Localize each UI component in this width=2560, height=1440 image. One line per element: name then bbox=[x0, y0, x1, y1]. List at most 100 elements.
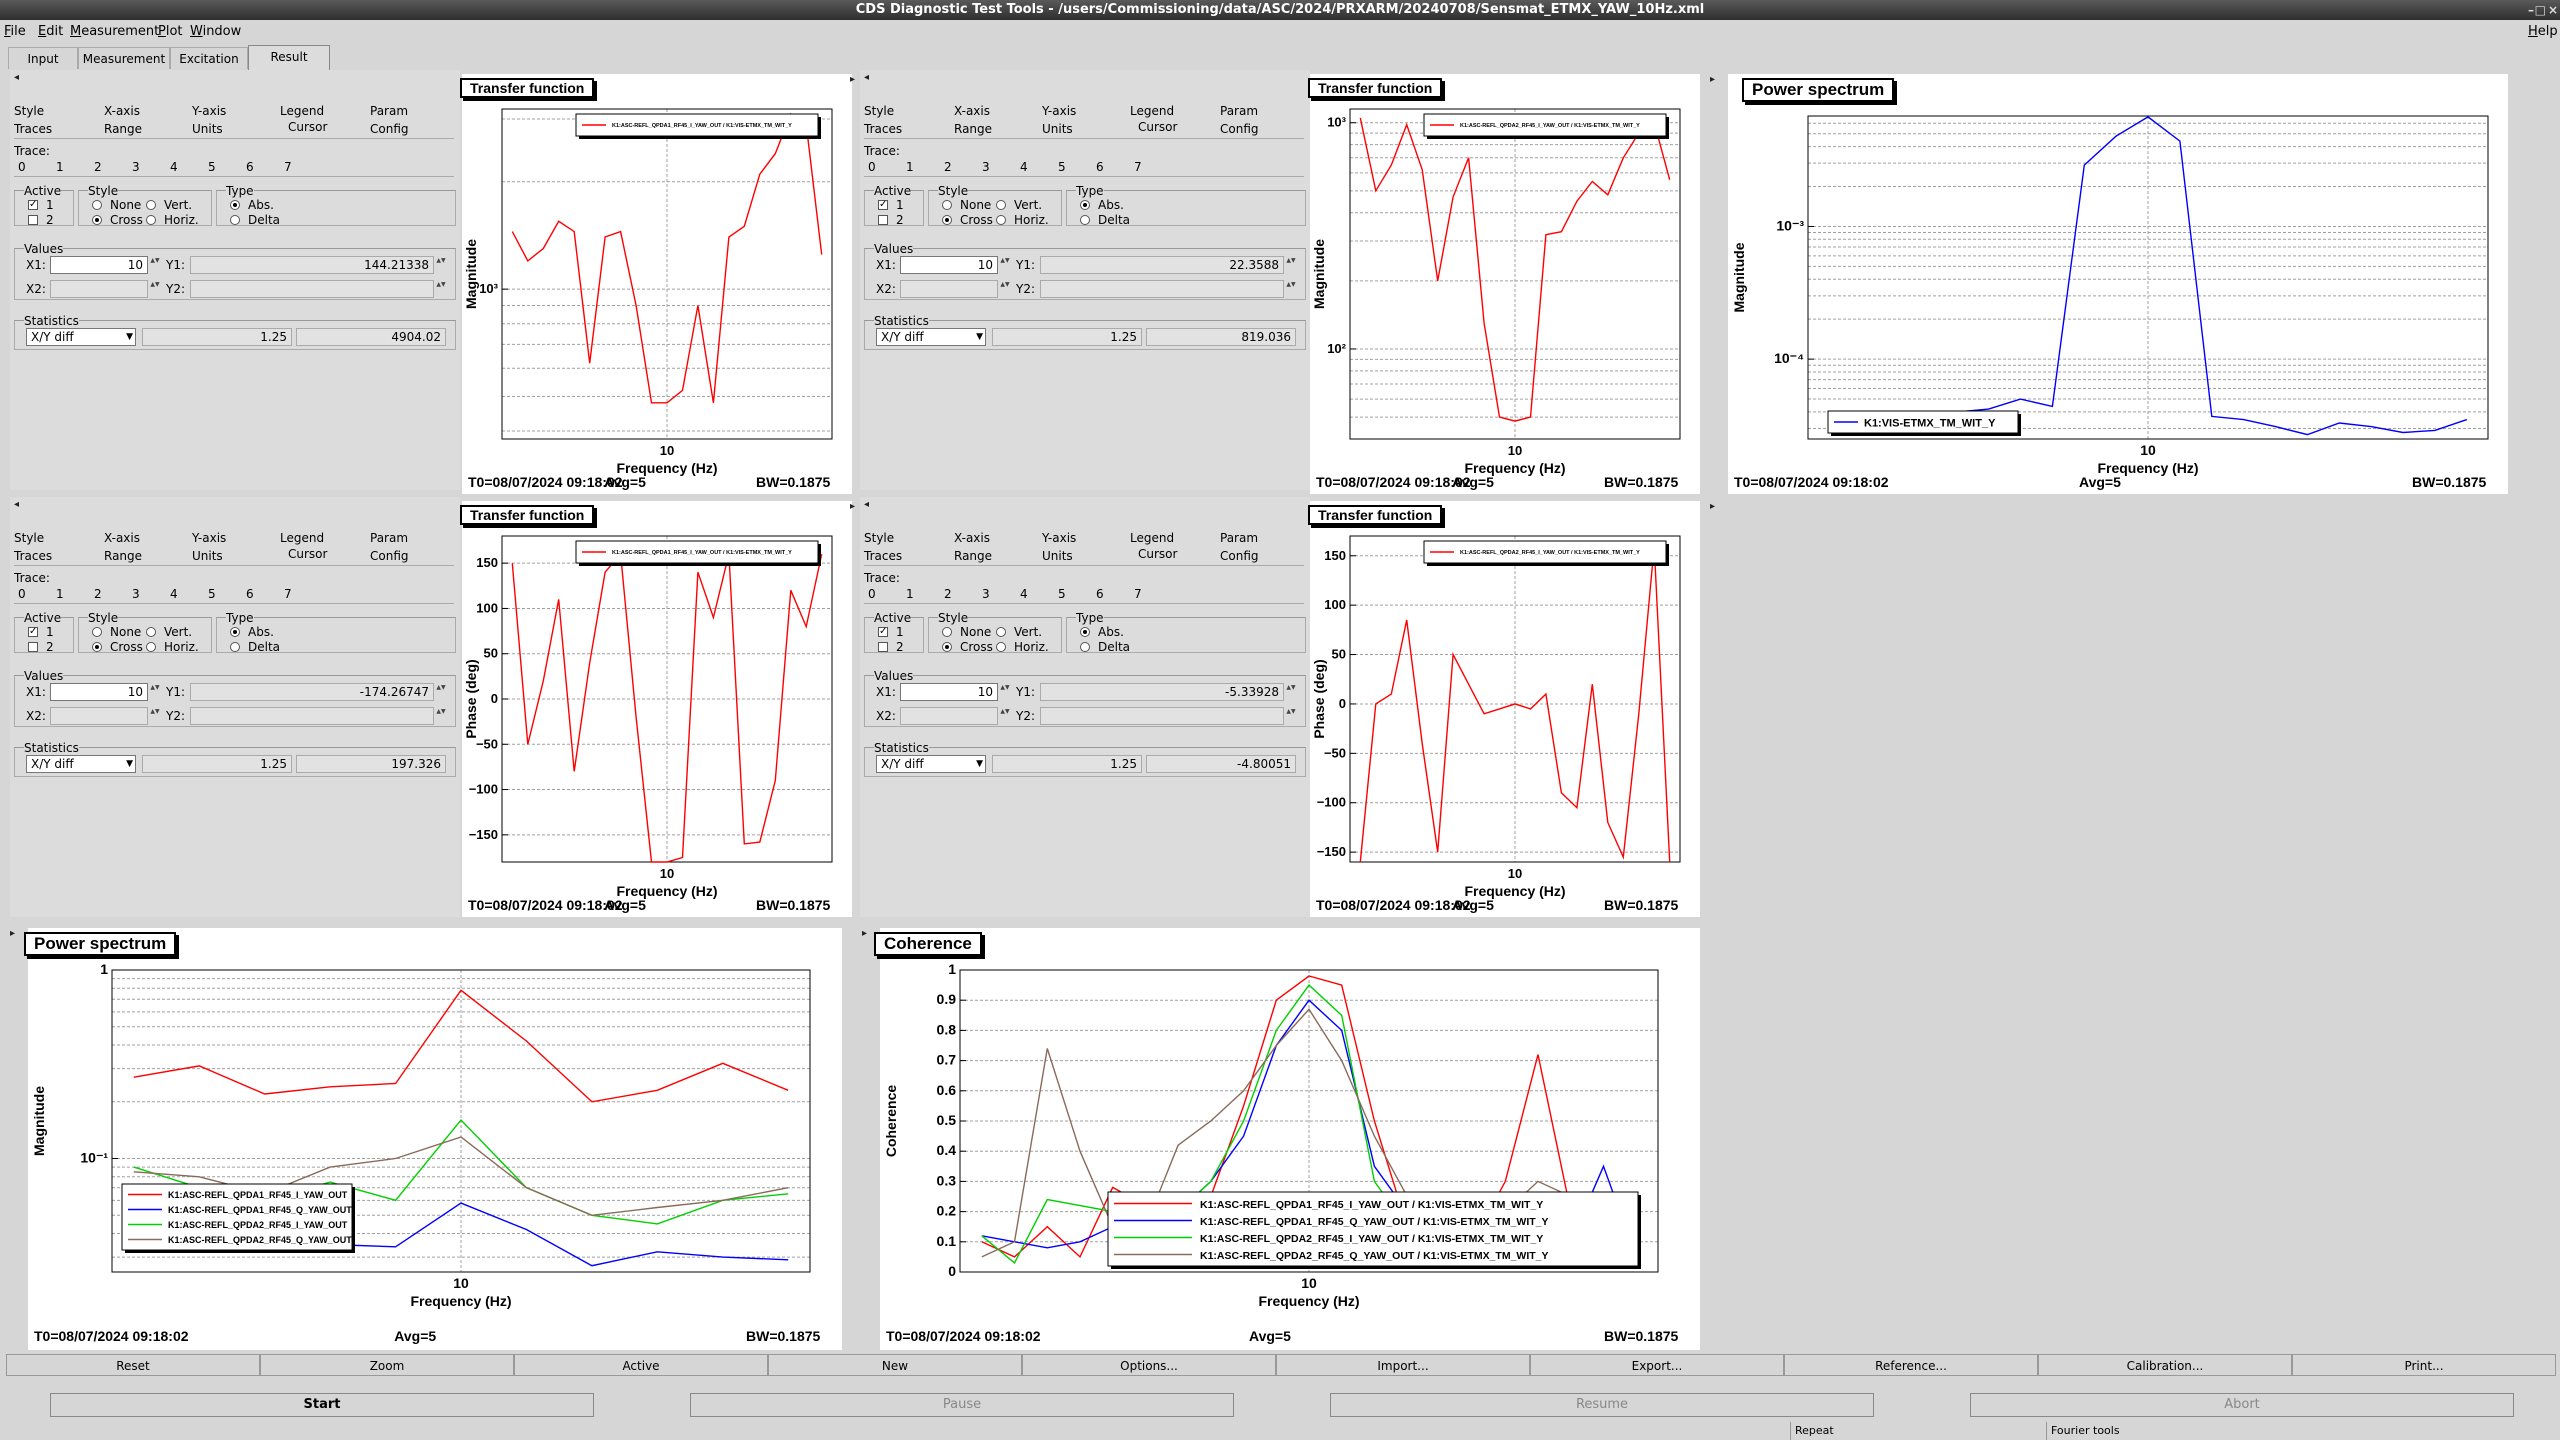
panel-collapse-arrow-icon[interactable]: ◂ bbox=[14, 499, 20, 510]
panel-tab-legend[interactable]: Legend bbox=[280, 104, 325, 118]
new-button[interactable]: New bbox=[768, 1354, 1022, 1376]
minimize-icon[interactable]: – bbox=[2528, 3, 2534, 17]
panel-tab-config[interactable]: Config bbox=[1220, 122, 1259, 136]
panel-tab-legend[interactable]: Legend bbox=[1130, 531, 1175, 545]
trace-2-checkbox[interactable] bbox=[878, 215, 888, 225]
trace-tab-5[interactable]: 5 bbox=[208, 160, 216, 174]
panel-tab-units[interactable]: Units bbox=[192, 549, 223, 563]
trace-tab-0[interactable]: 0 bbox=[18, 160, 26, 174]
panel-collapse-arrow-icon[interactable]: ◂ bbox=[864, 499, 870, 510]
panel-tab-xaxis[interactable]: X-axis bbox=[104, 531, 140, 545]
trace-tab-7[interactable]: 7 bbox=[284, 160, 292, 174]
zoom-button[interactable]: Zoom bbox=[260, 1354, 514, 1376]
panel-tab-units[interactable]: Units bbox=[1042, 122, 1073, 136]
statistics-mode-select[interactable]: X/Y diff ▼ bbox=[876, 755, 986, 773]
chevron-down-icon[interactable]: ▼ bbox=[976, 332, 983, 342]
chevron-down-icon[interactable]: ▼ bbox=[976, 759, 983, 769]
trace-tab-1[interactable]: 1 bbox=[56, 587, 64, 601]
trace-tab-7[interactable]: 7 bbox=[284, 587, 292, 601]
panel-tab-traces[interactable]: Traces bbox=[14, 122, 53, 136]
y1-stepper[interactable]: ▲▼ bbox=[1286, 684, 1296, 691]
trace-1-checkbox[interactable]: ✓ bbox=[878, 626, 888, 637]
type-delta-radio[interactable] bbox=[1080, 642, 1090, 652]
resume-button[interactable]: Resume bbox=[1330, 1393, 1874, 1417]
trace-tab-5[interactable]: 5 bbox=[208, 587, 216, 601]
panel-expand-arrow-icon[interactable]: ▸ bbox=[1710, 501, 1716, 512]
style-cross-radio[interactable] bbox=[942, 642, 952, 652]
trace-tab-2[interactable]: 2 bbox=[94, 587, 102, 601]
x1-input[interactable]: 10 bbox=[900, 256, 998, 274]
trace-tab-1[interactable]: 1 bbox=[56, 160, 64, 174]
y2-stepper[interactable]: ▲▼ bbox=[436, 281, 446, 288]
trace-tab-1[interactable]: 1 bbox=[906, 587, 914, 601]
panel-tab-param[interactable]: Param bbox=[370, 104, 409, 118]
style-vert-radio[interactable] bbox=[146, 200, 156, 210]
style-none-radio[interactable] bbox=[92, 627, 102, 637]
panel-tab-style[interactable]: Style bbox=[864, 104, 895, 118]
x2-input[interactable] bbox=[50, 707, 148, 725]
x1-input[interactable]: 10 bbox=[50, 683, 148, 701]
tab-result[interactable]: Result bbox=[248, 45, 330, 70]
y1-stepper[interactable]: ▲▼ bbox=[436, 684, 446, 691]
reference-button[interactable]: Reference... bbox=[1784, 1354, 2038, 1376]
panel-tab-yaxis[interactable]: Y-axis bbox=[1042, 531, 1077, 545]
x1-stepper[interactable]: ▲▼ bbox=[150, 257, 160, 264]
trace-tab-0[interactable]: 0 bbox=[868, 160, 876, 174]
panel-tab-units[interactable]: Units bbox=[192, 122, 223, 136]
style-none-radio[interactable] bbox=[942, 200, 952, 210]
export-button[interactable]: Export... bbox=[1530, 1354, 1784, 1376]
trace-tab-6[interactable]: 6 bbox=[1096, 160, 1104, 174]
panel-tab-yaxis[interactable]: Y-axis bbox=[192, 531, 227, 545]
panel-tab-style[interactable]: Style bbox=[14, 531, 45, 545]
y2-stepper[interactable]: ▲▼ bbox=[1286, 281, 1296, 288]
panel-tab-cursor[interactable]: Cursor bbox=[288, 547, 328, 561]
trace-tab-4[interactable]: 4 bbox=[1020, 587, 1028, 601]
x2-stepper[interactable]: ▲▼ bbox=[150, 281, 160, 288]
x2-stepper[interactable]: ▲▼ bbox=[150, 708, 160, 715]
start-button[interactable]: Start bbox=[50, 1393, 594, 1417]
options-button[interactable]: Options... bbox=[1022, 1354, 1276, 1376]
calibration-button[interactable]: Calibration... bbox=[2038, 1354, 2292, 1376]
chevron-down-icon[interactable]: ▼ bbox=[126, 759, 133, 769]
panel-expand-arrow-icon[interactable]: ▸ bbox=[10, 928, 16, 939]
type-abs-radio[interactable] bbox=[1080, 200, 1090, 210]
type-delta-radio[interactable] bbox=[1080, 215, 1090, 225]
abort-button[interactable]: Abort bbox=[1970, 1393, 2514, 1417]
style-cross-radio[interactable] bbox=[92, 642, 102, 652]
panel-tab-param[interactable]: Param bbox=[1220, 531, 1259, 545]
trace-tab-3[interactable]: 3 bbox=[982, 160, 990, 174]
y1-stepper[interactable]: ▲▼ bbox=[1286, 257, 1296, 264]
panel-expand-arrow-icon[interactable]: ▸ bbox=[850, 74, 856, 85]
tab-measurement[interactable]: Measurement bbox=[78, 47, 170, 69]
type-abs-radio[interactable] bbox=[230, 627, 240, 637]
trace-tab-3[interactable]: 3 bbox=[132, 160, 140, 174]
trace-1-checkbox[interactable]: ✓ bbox=[28, 626, 38, 637]
panel-tab-range[interactable]: Range bbox=[954, 549, 993, 563]
panel-tab-yaxis[interactable]: Y-axis bbox=[1042, 104, 1077, 118]
reset-button[interactable]: Reset bbox=[6, 1354, 260, 1376]
trace-tab-4[interactable]: 4 bbox=[170, 587, 178, 601]
y2-stepper[interactable]: ▲▼ bbox=[1286, 708, 1296, 715]
panel-tab-range[interactable]: Range bbox=[104, 549, 143, 563]
trace-2-checkbox[interactable] bbox=[878, 642, 888, 652]
menu-window[interactable]: Window bbox=[190, 24, 242, 39]
panel-tab-param[interactable]: Param bbox=[370, 531, 409, 545]
tab-input[interactable]: Input bbox=[8, 47, 78, 69]
panel-tab-cursor[interactable]: Cursor bbox=[1138, 547, 1178, 561]
menu-edit[interactable]: Edit bbox=[38, 24, 64, 39]
panel-tab-config[interactable]: Config bbox=[1220, 549, 1259, 563]
trace-2-checkbox[interactable] bbox=[28, 642, 38, 652]
statistics-mode-select[interactable]: X/Y diff ▼ bbox=[26, 755, 136, 773]
active-button[interactable]: Active bbox=[514, 1354, 768, 1376]
panel-tab-units[interactable]: Units bbox=[1042, 549, 1073, 563]
y1-stepper[interactable]: ▲▼ bbox=[436, 257, 446, 264]
trace-tab-6[interactable]: 6 bbox=[246, 160, 254, 174]
trace-1-checkbox[interactable]: ✓ bbox=[878, 199, 888, 210]
trace-tab-2[interactable]: 2 bbox=[94, 160, 102, 174]
style-vert-radio[interactable] bbox=[996, 200, 1006, 210]
style-horiz-radio[interactable] bbox=[146, 215, 156, 225]
x1-stepper[interactable]: ▲▼ bbox=[1000, 684, 1010, 691]
trace-tab-7[interactable]: 7 bbox=[1134, 160, 1142, 174]
print-button[interactable]: Print... bbox=[2292, 1354, 2556, 1376]
x1-stepper[interactable]: ▲▼ bbox=[150, 684, 160, 691]
